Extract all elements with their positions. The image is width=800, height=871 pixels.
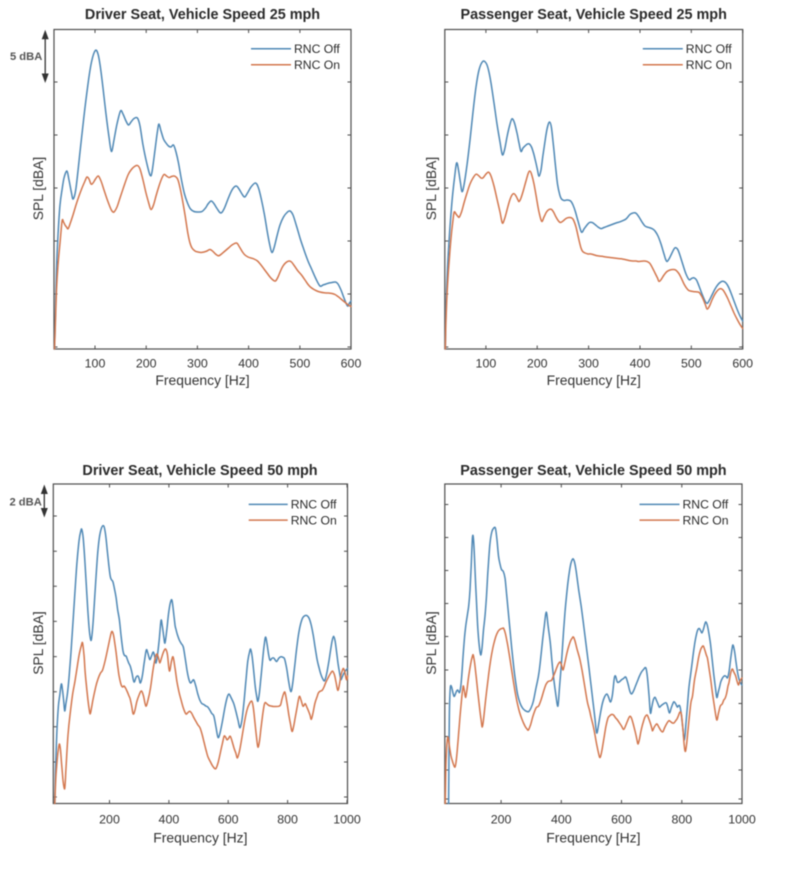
svg-text:RNC Off: RNC Off [686, 42, 732, 56]
svg-text:Driver Seat, Vehicle Speed 50: Driver Seat, Vehicle Speed 50 mph [82, 463, 317, 479]
svg-text:RNC On: RNC On [686, 58, 732, 72]
svg-text:400: 400 [238, 357, 259, 371]
svg-text:800: 800 [671, 813, 692, 827]
svg-text:SPL [dBA]: SPL [dBA] [30, 611, 46, 675]
svg-text:200: 200 [99, 813, 120, 827]
svg-text:Driver Seat, Vehicle Speed 25: Driver Seat, Vehicle Speed 25 mph [85, 7, 320, 23]
svg-text:Passenger Seat, Vehicle Speed: Passenger Seat, Vehicle Speed 50 mph [460, 463, 726, 479]
svg-text:600: 600 [611, 813, 632, 827]
svg-text:300: 300 [578, 357, 599, 371]
svg-text:400: 400 [159, 813, 180, 827]
svg-text:600: 600 [218, 813, 239, 827]
svg-text:Frequency [Hz]: Frequency [Hz] [153, 830, 247, 846]
svg-text:Frequency [Hz]: Frequency [Hz] [546, 830, 640, 846]
svg-text:100: 100 [85, 357, 106, 371]
svg-text:Frequency [Hz]: Frequency [Hz] [155, 372, 249, 388]
svg-text:800: 800 [277, 813, 298, 827]
svg-text:400: 400 [630, 357, 651, 371]
svg-text:Passenger Seat, Vehicle Speed: Passenger Seat, Vehicle Speed 25 mph [461, 7, 727, 23]
svg-text:RNC Off: RNC Off [291, 498, 337, 512]
svg-text:Frequency [Hz]: Frequency [Hz] [547, 372, 641, 388]
svg-text:200: 200 [527, 357, 548, 371]
svg-text:1000: 1000 [728, 813, 756, 827]
svg-text:200: 200 [491, 813, 512, 827]
svg-text:500: 500 [290, 357, 311, 371]
svg-text:RNC On: RNC On [683, 513, 729, 527]
svg-text:200: 200 [136, 357, 157, 371]
svg-text:RNC Off: RNC Off [294, 42, 340, 56]
svg-text:SPL [dBA]: SPL [dBA] [423, 611, 439, 675]
svg-text:SPL [dBA]: SPL [dBA] [30, 157, 46, 221]
svg-text:500: 500 [681, 357, 702, 371]
svg-text:600: 600 [732, 357, 753, 371]
svg-text:100: 100 [476, 357, 497, 371]
svg-text:RNC On: RNC On [294, 58, 340, 72]
svg-text:400: 400 [551, 813, 572, 827]
svg-text:1000: 1000 [333, 813, 361, 827]
svg-text:5 dBA: 5 dBA [10, 51, 42, 63]
svg-text:RNC On: RNC On [291, 513, 337, 527]
svg-text:SPL [dBA]: SPL [dBA] [423, 157, 439, 221]
svg-text:2 dBA: 2 dBA [9, 496, 41, 508]
svg-text:600: 600 [341, 357, 362, 371]
svg-text:300: 300 [187, 357, 208, 371]
svg-text:RNC Off: RNC Off [683, 498, 729, 512]
